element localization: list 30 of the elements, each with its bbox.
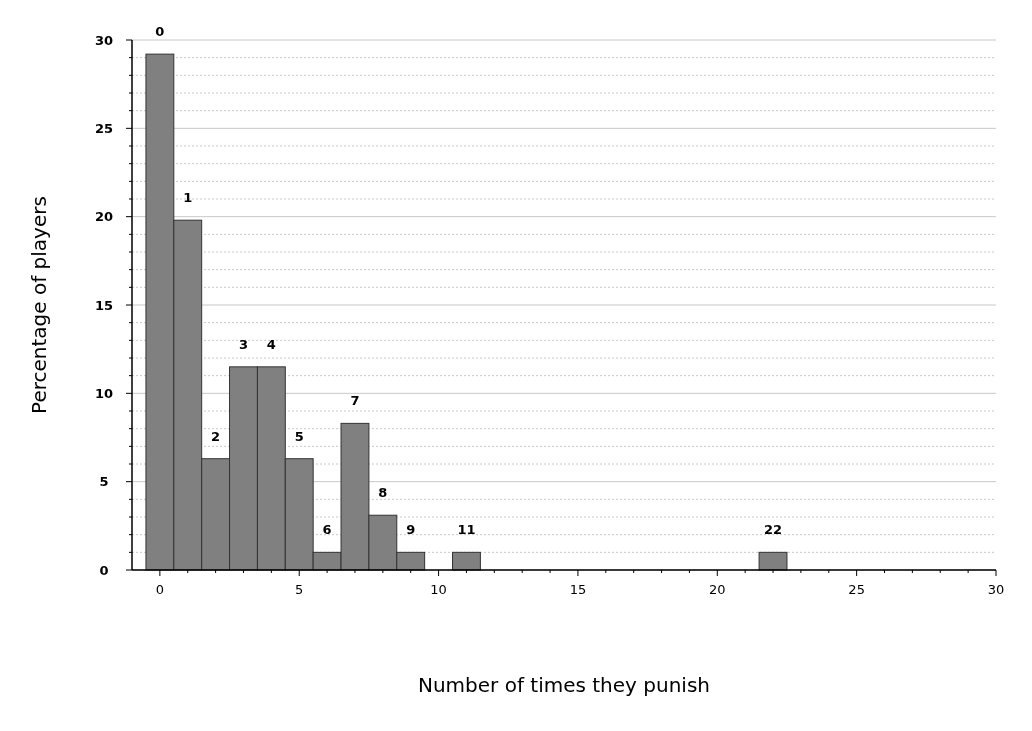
y-tick-label: 5 xyxy=(99,474,109,490)
x-tick-label: 10 xyxy=(430,582,447,597)
annotation: 2 xyxy=(211,428,221,444)
y-tick-label: 25 xyxy=(94,120,114,136)
bar xyxy=(758,551,788,571)
annotation: 0 xyxy=(155,24,165,40)
y-tick-label: 10 xyxy=(94,385,114,401)
annotation: 11 xyxy=(457,522,476,538)
annotation: 8 xyxy=(378,485,388,501)
x-tick-label: 20 xyxy=(709,582,726,597)
bar xyxy=(452,551,481,571)
x-tick-label: 25 xyxy=(848,582,865,597)
y-axis-title: Percentage of players xyxy=(27,196,51,414)
x-tick-label: 30 xyxy=(987,582,1005,597)
x-tick-label: 0 xyxy=(155,582,165,597)
y-tick-label: 0 xyxy=(99,562,109,578)
x-tick-label: 5 xyxy=(295,582,304,597)
annotation: 6 xyxy=(322,522,332,538)
annotation: 4 xyxy=(266,336,276,352)
y-tick-label: 20 xyxy=(94,209,114,225)
annotation: 9 xyxy=(406,522,416,538)
annotation: 3 xyxy=(238,336,249,352)
annotation: 1 xyxy=(183,190,193,206)
annotation: 7 xyxy=(350,393,360,409)
y-tick-label: 30 xyxy=(94,32,114,48)
annotation: 5 xyxy=(294,428,304,444)
annotation: 22 xyxy=(763,522,783,538)
y-tick-label: 15 xyxy=(94,297,114,313)
x-tick-label: 15 xyxy=(569,582,587,597)
x-axis-title: Number of times they punish xyxy=(417,673,711,697)
